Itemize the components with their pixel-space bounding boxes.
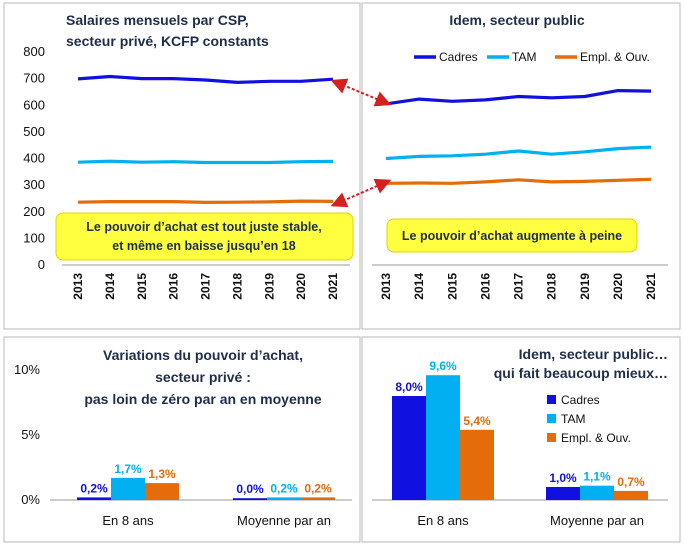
bl-bar-empl-ouv-moyenne-par-an bbox=[301, 497, 335, 500]
tl-y-tick: 300 bbox=[23, 177, 45, 192]
br-data-label: 9,6% bbox=[429, 359, 457, 373]
tl-series-empl-ouv bbox=[77, 199, 334, 204]
bl-bar-empl-ouv-en-8-ans bbox=[145, 483, 179, 500]
br-title-line-1: Idem, secteur public… bbox=[519, 346, 668, 362]
bl-y-tick: 10% bbox=[14, 362, 40, 377]
br-data-label: 1,0% bbox=[549, 471, 577, 485]
panel-frame-public-variations bbox=[361, 336, 681, 543]
tl-callout-line-1: Le pouvoir d’achat est tout juste stable… bbox=[86, 220, 321, 234]
tl-x-tick: 2020 bbox=[294, 273, 308, 300]
bl-bar-chart: 10% 5% 0% 0,2% 1,7% 1,3% En 8 ans 0,0% 0,2% 0,2% M… bbox=[14, 362, 352, 528]
tl-series-cadres bbox=[77, 74, 334, 85]
tr-legend-label-tam: TAM bbox=[512, 50, 536, 64]
tr-callout-text: Le pouvoir d’achat augmente à peine bbox=[402, 229, 622, 243]
br-bar-empl-ouv-en-8-ans bbox=[460, 429, 494, 500]
panel-frame-private-variations bbox=[3, 336, 361, 543]
tr-x-tick: 2017 bbox=[512, 273, 526, 300]
br-legend-swatch-cadres bbox=[547, 395, 556, 404]
tl-x-tick: 2021 bbox=[326, 273, 340, 300]
tr-x-tick: 2015 bbox=[445, 273, 459, 300]
bl-data-label: 0,2% bbox=[270, 481, 298, 495]
connector-arrow-empl bbox=[330, 178, 392, 208]
panel-frame-private-salaries bbox=[3, 2, 361, 330]
tr-series-tam bbox=[385, 145, 652, 161]
br-bar-tam-moyenne-par-an bbox=[580, 485, 614, 500]
tr-x-tick: 2019 bbox=[578, 273, 592, 300]
tr-series-cadres bbox=[385, 88, 652, 106]
tl-x-tick: 2015 bbox=[135, 273, 149, 300]
tr-series-empl-ouv bbox=[385, 177, 652, 185]
br-bar-chart: 8,0% 9,6% 5,4% En 8 ans 1,0% 1,1% 0,7% Moyenne … bbox=[372, 359, 668, 528]
tl-x-tick: 2018 bbox=[230, 273, 244, 300]
tl-series-tam bbox=[77, 159, 334, 165]
tl-y-tick: 400 bbox=[23, 151, 45, 166]
br-legend-swatch-empl-ouv bbox=[547, 433, 556, 442]
br-data-label: 8,0% bbox=[395, 380, 423, 394]
tl-y-tick: 500 bbox=[23, 124, 45, 139]
connector-arrow-cadres bbox=[330, 78, 392, 107]
tl-title-line-2: secteur privé, KCFP constants bbox=[66, 33, 269, 49]
bl-bar-cadres-en-8-ans bbox=[77, 497, 111, 500]
br-category-label: En 8 ans bbox=[417, 513, 469, 528]
tl-line-chart: 800 700 600 500 400 300 200 100 0 2013 2014 2015 201… bbox=[23, 44, 350, 300]
bl-category-label: Moyenne par an bbox=[237, 513, 331, 528]
bl-title-line-2: secteur privé : bbox=[155, 369, 251, 385]
br-bar-cadres-moyenne-par-an bbox=[546, 487, 580, 500]
br-data-label: 5,4% bbox=[463, 414, 491, 428]
bl-bar-tam-en-8-ans bbox=[111, 477, 145, 500]
br-category-label: Moyenne par an bbox=[550, 513, 644, 528]
bl-y-tick: 0% bbox=[21, 492, 40, 507]
bl-data-label: 1,7% bbox=[114, 462, 142, 476]
bl-bar-cadres-moyenne-par-an bbox=[233, 498, 267, 500]
tl-callout-box bbox=[55, 212, 354, 261]
tl-y-tick: 100 bbox=[23, 230, 45, 245]
tl-x-tick: 2014 bbox=[103, 273, 117, 300]
tl-callout-line-2: et même en baisse jusqu’en 18 bbox=[112, 239, 295, 253]
tr-legend-label-cadres: Cadres bbox=[439, 50, 478, 64]
bl-data-label: 0,2% bbox=[80, 481, 108, 495]
bl-title-line-1: Variations du pouvoir d’achat, bbox=[103, 347, 303, 363]
tr-x-tick: 2018 bbox=[545, 273, 559, 300]
tl-title-line-1: Salaires mensuels par CSP, bbox=[66, 12, 249, 28]
tr-x-tick: 2014 bbox=[412, 273, 426, 300]
tl-x-tick: 2019 bbox=[262, 273, 276, 300]
tl-x-tick: 2017 bbox=[199, 273, 213, 300]
tl-y-tick: 200 bbox=[23, 204, 45, 219]
br-title-line-2: qui fait beaucoup mieux… bbox=[494, 365, 668, 381]
br-legend-swatch-tam bbox=[547, 414, 556, 423]
br-bar-empl-ouv-moyenne-par-an bbox=[614, 490, 648, 500]
br-legend-label-tam: TAM bbox=[561, 412, 585, 426]
tr-x-tick: 2020 bbox=[611, 273, 625, 300]
br-data-label: 0,7% bbox=[617, 475, 645, 489]
tr-legend-label-empl-ouv: Empl. & Ouv. bbox=[580, 50, 650, 64]
tl-y-tick: 800 bbox=[23, 44, 45, 59]
br-legend-label-empl-ouv: Empl. & Ouv. bbox=[561, 431, 631, 445]
tr-x-tick: 2013 bbox=[379, 273, 393, 300]
tr-callout-box bbox=[386, 218, 638, 253]
tl-x-tick: 2016 bbox=[167, 273, 181, 300]
br-data-label: 1,1% bbox=[583, 470, 611, 484]
tl-x-tick: 2013 bbox=[71, 273, 85, 300]
bl-data-label: 0,0% bbox=[236, 482, 264, 496]
tl-y-tick: 0 bbox=[38, 257, 45, 272]
bl-bar-tam-moyenne-par-an bbox=[267, 497, 301, 500]
br-bar-cadres-en-8-ans bbox=[392, 396, 426, 500]
tr-line-chart: 2013 2014 2015 2016 2017 2018 2019 2020 2021 Cadr… bbox=[372, 50, 668, 300]
tr-x-tick: 2016 bbox=[478, 273, 492, 300]
br-bar-tam-en-8-ans bbox=[426, 375, 460, 500]
panel-frame-public-salaries bbox=[361, 2, 681, 330]
bl-data-label: 0,2% bbox=[304, 481, 332, 495]
br-legend-label-cadres: Cadres bbox=[561, 393, 600, 407]
bl-data-label: 1,3% bbox=[148, 467, 176, 481]
tl-y-tick: 700 bbox=[23, 71, 45, 86]
tr-title: Idem, secteur public bbox=[449, 12, 585, 28]
tl-y-tick: 600 bbox=[23, 97, 45, 112]
bl-category-label: En 8 ans bbox=[102, 513, 154, 528]
tr-x-tick: 2021 bbox=[644, 273, 658, 300]
bl-title-line-3: pas loin de zéro par an en moyenne bbox=[84, 391, 321, 407]
bl-y-tick: 5% bbox=[21, 427, 40, 442]
